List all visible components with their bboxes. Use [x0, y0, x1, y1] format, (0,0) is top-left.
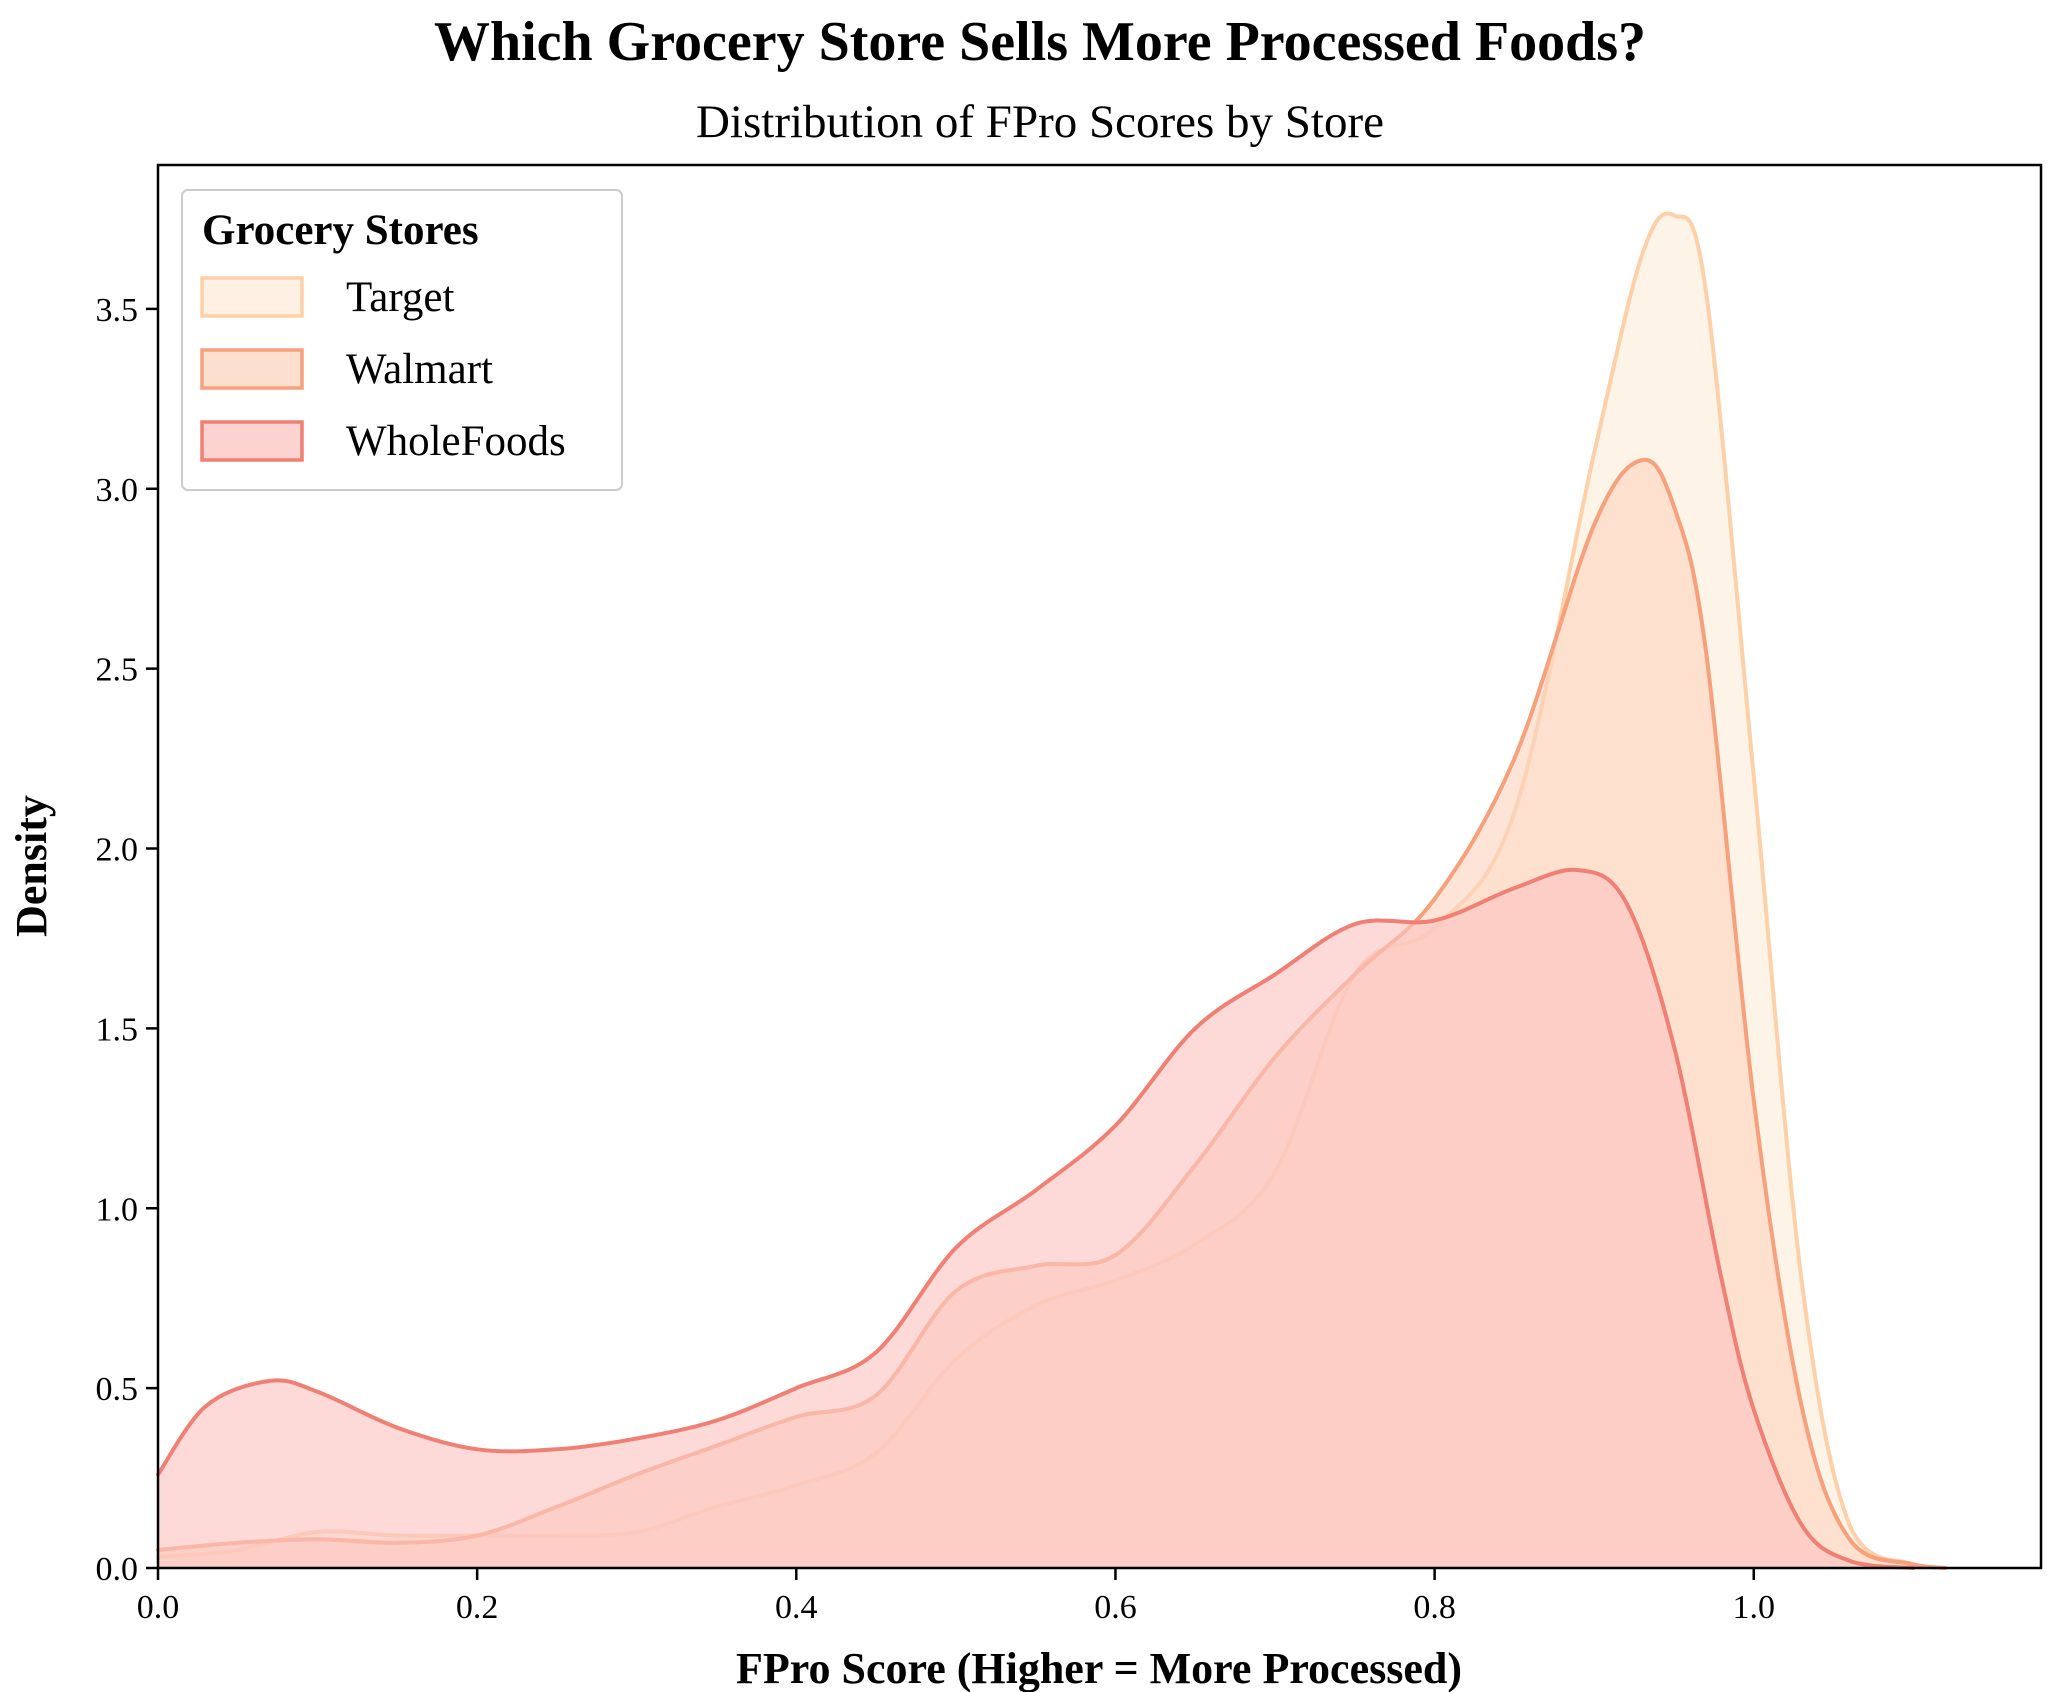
legend: Grocery Stores Target Walmart WholeFoods — [181, 189, 623, 491]
y-tick-label: 0.5 — [96, 1371, 139, 1408]
series-areas — [156, 211, 1948, 1570]
y-tick-label: 1.5 — [96, 1011, 139, 1048]
y-tick-label: 1.0 — [96, 1191, 139, 1228]
y-tick-label: 0.0 — [96, 1551, 139, 1588]
y-tick-label: 3.5 — [96, 292, 139, 329]
x-tick-label: 0.4 — [775, 1589, 818, 1626]
y-axis-ticks: 0.0 0.5 1.0 1.5 2.0 2.5 3.0 3.5 — [96, 292, 158, 1588]
legend-swatch-target — [200, 276, 304, 318]
x-tick-label: 0.8 — [1413, 1589, 1456, 1626]
legend-swatch-wholefoods — [200, 420, 304, 462]
line-wholefoods — [156, 867, 1916, 1570]
legend-title: Grocery Stores — [202, 207, 479, 254]
x-axis-ticks: 0.0 0.2 0.4 0.6 0.8 1.0 — [137, 1568, 1775, 1626]
x-tick-label: 0.0 — [137, 1589, 180, 1626]
y-tick-label: 3.0 — [96, 472, 139, 509]
y-tick-label: 2.0 — [96, 832, 139, 869]
x-tick-label: 0.6 — [1094, 1589, 1137, 1626]
x-axis-label: FPro Score (Higher = More Processed) — [736, 1644, 1462, 1692]
y-tick-label: 2.5 — [96, 652, 139, 689]
legend-label-walmart: Walmart — [346, 346, 493, 393]
chart-subtitle: Distribution of FPro Scores by Store — [696, 96, 1384, 148]
area-wholefoods — [158, 869, 1914, 1568]
x-tick-label: 0.2 — [456, 1589, 499, 1626]
y-axis-label: Density — [7, 795, 56, 937]
legend-label-target: Target — [346, 274, 454, 321]
x-tick-label: 1.0 — [1733, 1589, 1776, 1626]
plot-frame — [156, 163, 2043, 1570]
chart-title: Which Grocery Store Sells More Processed… — [434, 11, 1646, 73]
legend-swatch-walmart — [200, 348, 304, 390]
legend-label-wholefoods: WholeFoods — [346, 418, 566, 465]
legend-box — [181, 189, 623, 491]
